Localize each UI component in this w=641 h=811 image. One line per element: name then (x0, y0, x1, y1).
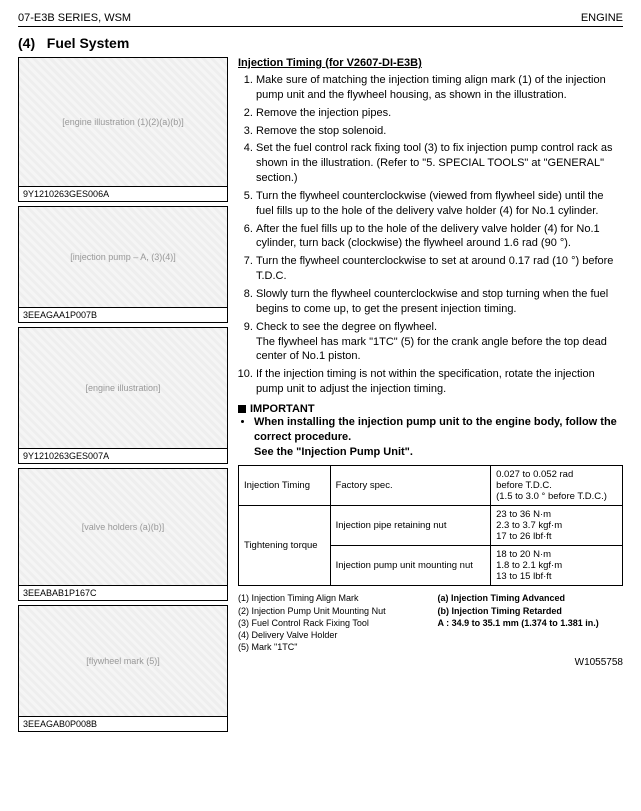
cell: 0.027 to 0.052 rad before T.D.C. (1.5 to… (491, 466, 623, 506)
step: Make sure of matching the injection timi… (256, 73, 623, 103)
figure-5: [flywheel mark (5)] 3EEAGAB0P008B (18, 605, 228, 732)
document-code: W1055758 (238, 657, 623, 668)
table-row: Tightening torque Injection pipe retaini… (239, 506, 623, 546)
procedure-steps: Make sure of matching the injection timi… (238, 73, 623, 397)
cell: Injection pump unit mounting nut (330, 546, 491, 586)
cell: 23 to 36 N·m 2.3 to 3.7 kgf·m 17 to 26 l… (491, 506, 623, 546)
step: After the fuel fills up to the hole of t… (256, 222, 623, 252)
legend-item: (b) Injection Timing Retarded (438, 605, 624, 617)
figure-caption: 3EEAGAB0P008B (19, 716, 227, 731)
important-block: IMPORTANT When installing the injection … (238, 403, 623, 460)
figure-caption: 3EEABAB1P167C (19, 585, 227, 600)
step: Remove the stop solenoid. (256, 124, 623, 139)
figure-2: [injection pump – A, (3)(4)] 3EEAGAA1P00… (18, 206, 228, 323)
legend-item: (5) Mark "1TC" (238, 641, 424, 653)
spec-table: Injection Timing Factory spec. 0.027 to … (238, 465, 623, 586)
figure-image: [valve holders (a)(b)] (19, 469, 227, 585)
step: Check to see the degree on flywheel. The… (256, 320, 623, 365)
legend-item: (2) Injection Pump Unit Mounting Nut (238, 605, 424, 617)
page-header: 07-E3B SERIES, WSM ENGINE (18, 12, 623, 27)
step: Turn the flywheel counterclockwise (view… (256, 189, 623, 219)
section-name: Fuel System (47, 35, 129, 51)
figure-image: [flywheel mark (5)] (19, 606, 227, 716)
figure-3: [engine illustration] 9Y1210263GES007A (18, 327, 228, 464)
figure-caption: 3EEAGAA1P007B (19, 307, 227, 322)
important-label: IMPORTANT (250, 403, 315, 415)
header-left: 07-E3B SERIES, WSM (18, 12, 131, 24)
step: Slowly turn the flywheel counterclockwis… (256, 287, 623, 317)
step: Remove the injection pipes. (256, 106, 623, 121)
table-row: Injection Timing Factory spec. 0.027 to … (239, 466, 623, 506)
cell: Injection pipe retaining nut (330, 506, 491, 546)
legend-right: (a) Injection Timing Advanced (b) Inject… (438, 592, 624, 653)
figure-4: [valve holders (a)(b)] 3EEABAB1P167C (18, 468, 228, 601)
section-title: (4) Fuel System (18, 35, 623, 51)
square-bullet-icon (238, 405, 246, 413)
legend-item: (1) Injection Timing Align Mark (238, 592, 424, 604)
header-right: ENGINE (581, 12, 623, 24)
legend: (1) Injection Timing Align Mark (2) Inje… (238, 592, 623, 653)
legend-item: (3) Fuel Control Rack Fixing Tool (238, 617, 424, 629)
cell: Factory spec. (330, 466, 491, 506)
figure-caption: 9Y1210263GES006A (19, 186, 227, 201)
figure-column: [engine illustration (1)(2)(a)(b)] 9Y121… (18, 57, 228, 736)
figure-image: [injection pump – A, (3)(4)] (19, 207, 227, 307)
section-number: (4) (18, 35, 35, 51)
step: Turn the flywheel counterclockwise to se… (256, 254, 623, 284)
subheading: Injection Timing (for V2607-DI-E3B) (238, 57, 623, 69)
cell: 18 to 20 N·m 1.8 to 2.1 kgf·m 13 to 15 l… (491, 546, 623, 586)
legend-item: (4) Delivery Valve Holder (238, 629, 424, 641)
cell: Tightening torque (239, 506, 331, 586)
content-column: Injection Timing (for V2607-DI-E3B) Make… (238, 57, 623, 736)
legend-item: (a) Injection Timing Advanced (438, 592, 624, 604)
figure-image: [engine illustration (1)(2)(a)(b)] (19, 58, 227, 186)
figure-caption: 9Y1210263GES007A (19, 448, 227, 463)
important-item: When installing the injection pump unit … (254, 415, 623, 460)
step: Set the fuel control rack fixing tool (3… (256, 141, 623, 186)
figure-image: [engine illustration] (19, 328, 227, 448)
step: If the injection timing is not within th… (256, 367, 623, 397)
cell: Injection Timing (239, 466, 331, 506)
legend-item: A : 34.9 to 35.1 mm (1.374 to 1.381 in.) (438, 617, 624, 629)
legend-left: (1) Injection Timing Align Mark (2) Inje… (238, 592, 424, 653)
figure-1: [engine illustration (1)(2)(a)(b)] 9Y121… (18, 57, 228, 202)
